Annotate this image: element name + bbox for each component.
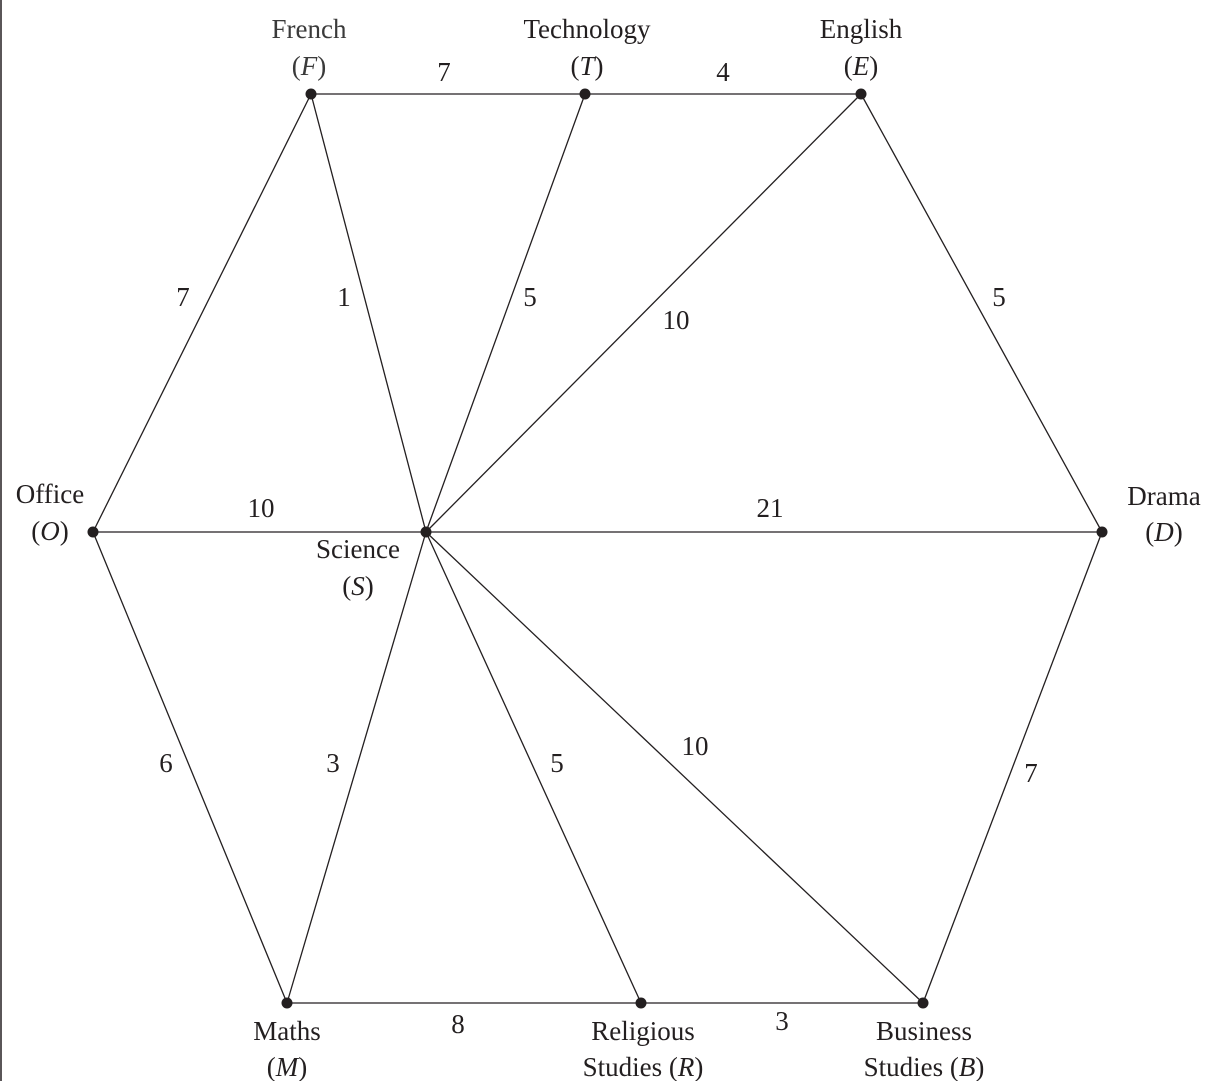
node-m	[281, 997, 293, 1009]
edge-e-s	[425, 93, 862, 533]
edge-weight-e-s: 10	[663, 305, 690, 335]
edge-weight-e-d: 5	[992, 282, 1006, 312]
edge-weight-r-b: 3	[775, 1006, 789, 1036]
node-label-o-line1: Office	[16, 479, 84, 509]
edge-weight-o-m: 6	[159, 748, 173, 778]
edges-layer	[92, 93, 1103, 1004]
node-b	[917, 997, 929, 1009]
nodes-layer	[87, 88, 1108, 1009]
node-o	[87, 526, 99, 538]
edge-f-s	[310, 93, 427, 533]
node-label-o-line2: (O)	[31, 516, 69, 546]
edge-weight-m-r: 8	[451, 1009, 465, 1039]
node-label-d-line1: Drama	[1127, 481, 1200, 511]
node-label-b-line2: Studies (B)	[864, 1052, 985, 1081]
edge-weight-d-b: 7	[1024, 758, 1038, 788]
node-label-f-line1: French	[272, 14, 347, 44]
node-label-s-line1: Science	[316, 534, 400, 564]
edge-s-r	[425, 531, 642, 1004]
node-label-t-line2: (T)	[570, 51, 603, 81]
node-d	[1096, 526, 1108, 538]
node-labels-layer: French (F) Technology (T) English (E) Office (O…	[16, 14, 1201, 1081]
node-label-r-line1: Religious	[591, 1016, 695, 1046]
node-label-m-line2: (M)	[267, 1052, 308, 1081]
node-e	[855, 88, 867, 100]
edge-weight-f-t: 7	[437, 57, 451, 87]
edge-d-b	[922, 531, 1103, 1004]
edge-s-m	[286, 531, 427, 1004]
edge-e-d	[860, 93, 1103, 533]
edge-weight-t-s: 5	[523, 282, 537, 312]
edge-t-s	[425, 93, 586, 533]
node-label-t-line1: Technology	[523, 14, 651, 44]
node-s	[420, 526, 432, 538]
node-label-s-line2: (S)	[342, 571, 374, 601]
node-t	[579, 88, 591, 100]
edge-weight-s-d: 21	[757, 493, 784, 523]
node-f	[305, 88, 317, 100]
edge-weight-f-s: 1	[337, 282, 351, 312]
node-label-b-line1: Business	[876, 1016, 972, 1046]
edge-o-m	[92, 531, 288, 1004]
edge-f-o	[92, 93, 312, 533]
edge-weight-s-m: 3	[326, 748, 340, 778]
edge-weight-s-r: 5	[550, 748, 564, 778]
node-r	[635, 997, 647, 1009]
edge-s-b	[425, 531, 924, 1004]
edge-weight-o-s: 10	[248, 493, 275, 523]
node-label-m-line1: Maths	[253, 1016, 321, 1046]
node-label-e-line2: (E)	[844, 51, 879, 81]
node-label-r-line2: Studies (R)	[583, 1052, 704, 1081]
edge-weight-t-e: 4	[716, 57, 730, 87]
edge-weight-f-o: 7	[176, 282, 190, 312]
node-label-e-line1: English	[820, 14, 903, 44]
node-label-f-line2: (F)	[292, 51, 327, 81]
edge-weight-s-b: 10	[682, 731, 709, 761]
node-label-d-line2: (D)	[1145, 517, 1183, 547]
